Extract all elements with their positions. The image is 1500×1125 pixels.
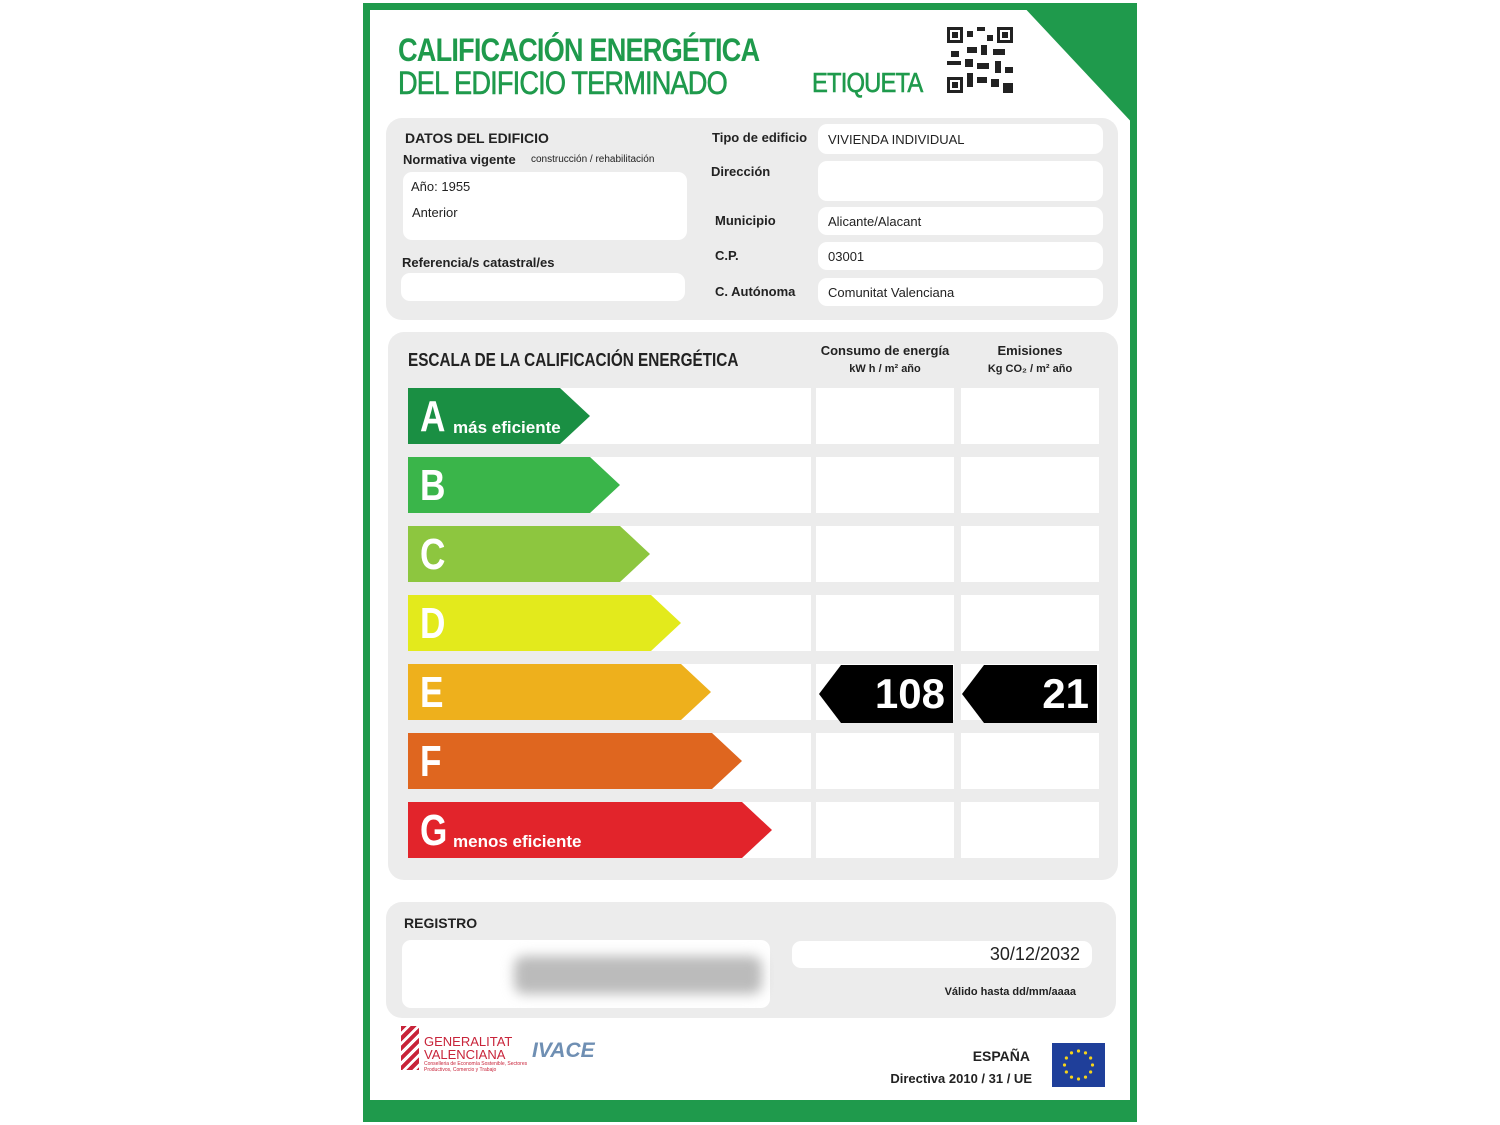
title-line2: DEL EDIFICIO TERMINADO xyxy=(398,65,728,102)
class-subtitle: menos eficiente xyxy=(453,832,582,851)
generalitat-subtitle: Conselleria de Economía Sostenible, Sect… xyxy=(424,1061,528,1073)
consumption-cell xyxy=(816,802,954,858)
field-municipio: Alicante/Alacant xyxy=(818,207,1103,235)
consumption-cell xyxy=(816,388,954,444)
eu-star xyxy=(1089,1056,1093,1060)
normativa-box xyxy=(403,172,687,240)
normativa-hint: construcción / rehabilitación xyxy=(531,154,655,165)
consumption-unit: kW h / m² año xyxy=(849,363,921,375)
class-letter: F xyxy=(420,737,442,786)
eu-star xyxy=(1083,1051,1088,1055)
emissions-unit: Kg CO₂ / m² año xyxy=(987,363,1073,375)
class-letter: E xyxy=(420,668,444,717)
qr-code xyxy=(947,27,1013,93)
field-cp: 03001 xyxy=(818,242,1103,270)
emissions-rating-badge: 21 xyxy=(962,665,1097,723)
consumption-cell xyxy=(816,733,954,789)
field-label-municipio: Municipio xyxy=(715,213,776,228)
class-letter: D xyxy=(420,599,446,648)
emissions-header: Emisiones xyxy=(997,343,1063,358)
field-autonoma: Comunitat Valenciana xyxy=(818,278,1103,306)
emissions-cell xyxy=(961,802,1099,858)
directive-label: Directiva 2010 / 31 / UE xyxy=(890,1071,1032,1086)
registro-title: REGISTRO xyxy=(404,915,478,931)
eu-star xyxy=(1090,1063,1095,1067)
field-label-tipo: Tipo de edificio xyxy=(712,130,808,145)
consumption-cell xyxy=(816,457,954,513)
redacted-registration-number xyxy=(514,956,762,994)
ivace-logo: IVACE xyxy=(532,1039,595,1062)
emissions-cell xyxy=(961,526,1099,582)
emissions-cell xyxy=(961,388,1099,444)
eu-star xyxy=(1083,1075,1088,1079)
class-letter: A xyxy=(420,392,446,441)
field-direccion xyxy=(818,161,1103,201)
field-label-direccion: Dirección xyxy=(711,164,771,179)
eu-star xyxy=(1064,1070,1068,1074)
class-letter: G xyxy=(420,806,448,855)
eu-flag-icon xyxy=(1052,1043,1105,1087)
eu-star xyxy=(1089,1070,1093,1074)
emissions-cell xyxy=(961,457,1099,513)
year-value: Año: 1955 xyxy=(411,179,471,194)
eu-star xyxy=(1069,1075,1074,1079)
country-label: ESPAÑA xyxy=(972,1048,1030,1064)
class-arrow-c: C xyxy=(408,526,650,582)
eu-star xyxy=(1064,1056,1068,1060)
field-label-autonoma: C. Autónoma xyxy=(715,284,796,299)
catastral-label: Referencia/s catastral/es xyxy=(402,255,555,270)
class-subtitle: más eficiente xyxy=(453,418,561,437)
class-arrow-e: E xyxy=(408,664,711,720)
normativa-value: Anterior xyxy=(412,205,458,220)
generalitat-shield-icon xyxy=(401,1026,419,1070)
building-section-title: DATOS DEL EDIFICIO xyxy=(405,130,549,146)
generalitat-text-2: VALENCIANA xyxy=(424,1047,506,1062)
scale-title: ESCALA DE LA CALIFICACIÓN ENERGÉTICA xyxy=(408,350,739,370)
class-arrow-d: D xyxy=(408,595,681,651)
title-line1: CALIFICACIÓN ENERGÉTICA xyxy=(398,32,760,68)
valid-until-value: 30/12/2032 xyxy=(792,941,1092,968)
generalitat-text-1: GENERALITAT xyxy=(424,1034,513,1049)
generalitat-logo: GENERALITAT VALENCIANA Conselleria de Ec… xyxy=(424,1035,528,1073)
catastral-field xyxy=(401,273,685,301)
emissions-cell xyxy=(961,733,1099,789)
class-letter: B xyxy=(420,461,446,510)
class-arrow-g: G menos eficiente xyxy=(408,802,772,858)
class-arrow-b: B xyxy=(408,457,620,513)
valid-until-label: Válido hasta dd/mm/aaaa xyxy=(944,986,1076,998)
consumption-rating-badge: 108 xyxy=(819,665,953,723)
class-arrow-a: A más eficiente xyxy=(408,388,590,444)
consumption-header: Consumo de energía xyxy=(820,343,950,358)
eu-star xyxy=(1062,1063,1067,1067)
eu-star xyxy=(1076,1049,1081,1053)
emissions-cell xyxy=(961,595,1099,651)
class-letter: C xyxy=(420,530,446,579)
class-arrow-f: F xyxy=(408,733,742,789)
consumption-cell xyxy=(816,526,954,582)
consumption-cell xyxy=(816,595,954,651)
field-label-cp: C.P. xyxy=(715,248,739,263)
field-tipo: VIVIENDA INDIVIDUAL xyxy=(818,124,1103,154)
registro-number-field xyxy=(402,940,770,1008)
etiqueta-label: ETIQUETA xyxy=(812,67,924,99)
eu-star xyxy=(1069,1051,1074,1055)
eu-star xyxy=(1076,1077,1081,1081)
normativa-label: Normativa vigente xyxy=(403,152,516,167)
